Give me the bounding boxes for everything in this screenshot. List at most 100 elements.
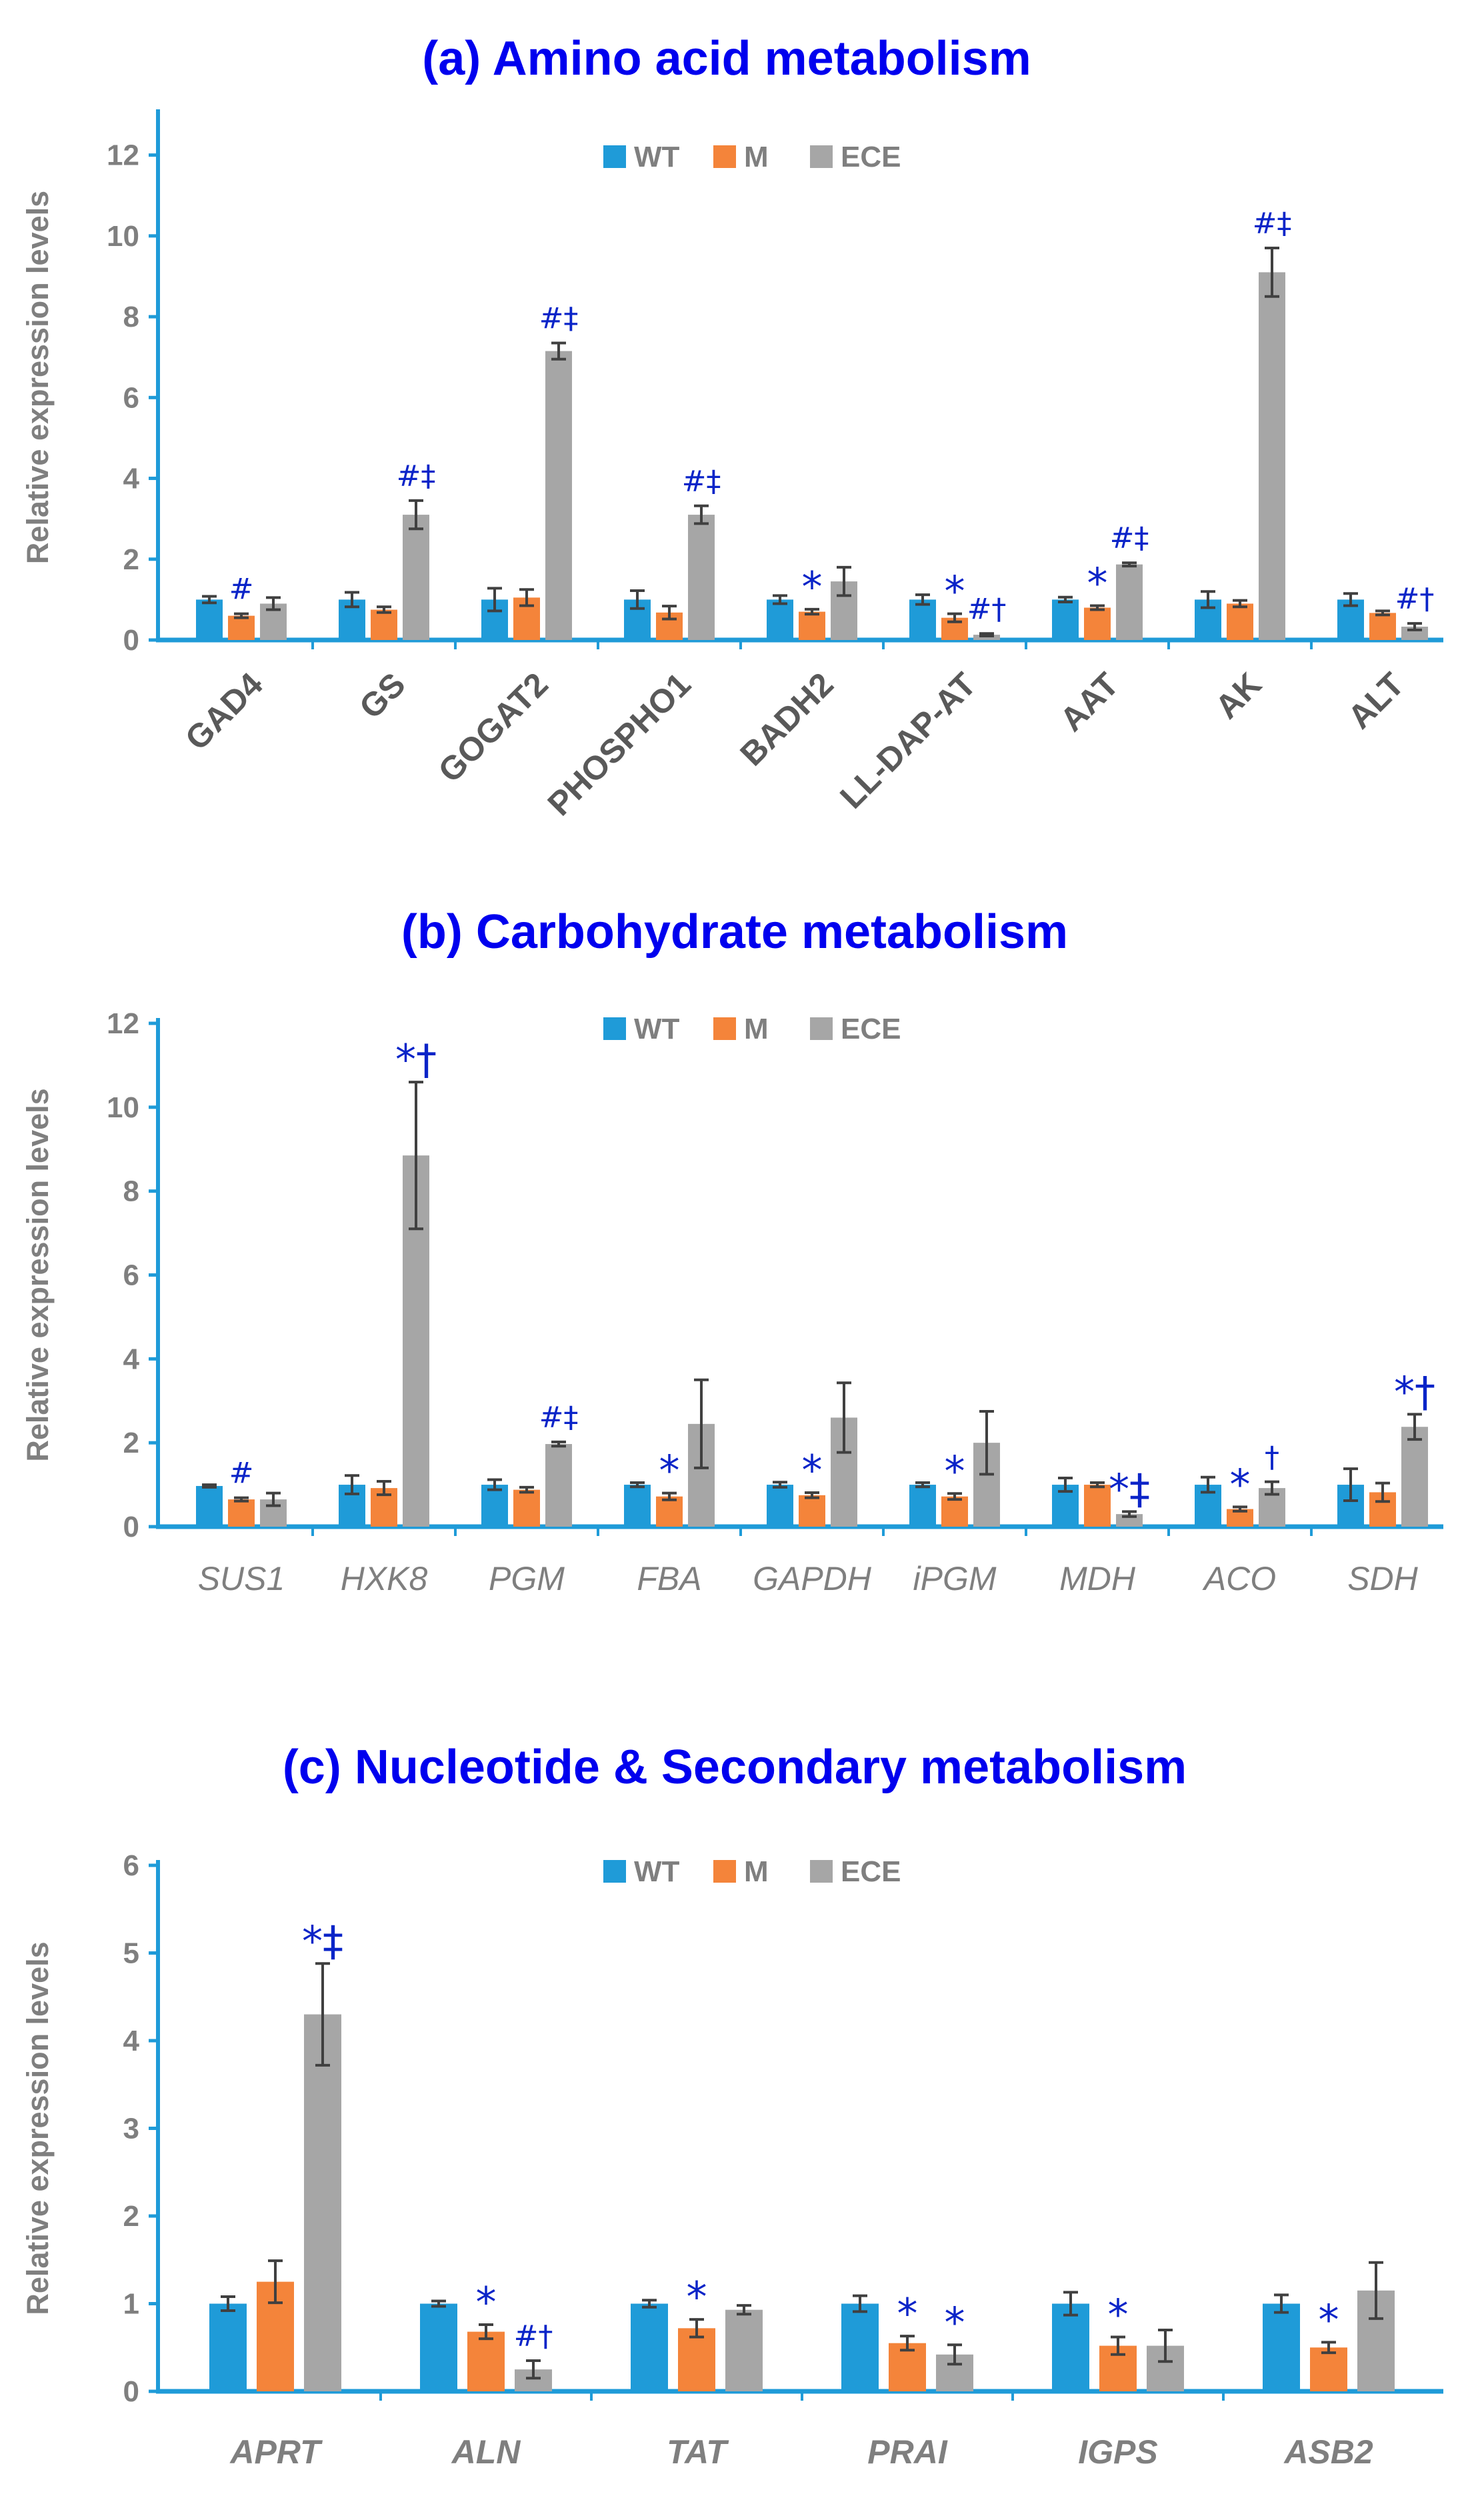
bar-wt-fba [624, 1485, 651, 1527]
bar-wt-ll-dap-at [909, 599, 936, 640]
significance-marker: #‡ [1110, 521, 1149, 555]
legend-label-m: M [744, 141, 769, 173]
significance-marker: † [1265, 1441, 1279, 1475]
significance-marker: * [945, 1447, 965, 1495]
bar-wt-prai [841, 2303, 879, 2391]
x-category-label: ASB2 [1283, 2433, 1373, 2471]
bar-ece-sdh [1401, 1427, 1428, 1527]
bar-ece-aprt [304, 2014, 341, 2391]
y-tick-label: 12 [107, 139, 139, 172]
bar-ece-ll-dap-at [973, 635, 1000, 640]
chart-title: (b) Carbohydrate metabolism [401, 905, 1068, 959]
significance-marker: *‡ [1109, 1465, 1150, 1513]
legend: WT M ECE [603, 141, 901, 173]
bar-wt-sus1 [196, 1485, 223, 1527]
bar-wt-badh2 [767, 599, 793, 640]
significance-marker: * [659, 1447, 680, 1495]
x-category-label: GOGAT2 [431, 665, 555, 789]
chart-title: (a) Amino acid metabolism [422, 32, 1031, 85]
bar-m-alt [1369, 613, 1396, 640]
x-category-label: GAPDH [753, 1560, 872, 1597]
significance-marker: * [945, 567, 965, 616]
legend-label-wt: WT [634, 1013, 680, 1045]
chart-title: (c) Nucleotide & Secondary metabolism [283, 1741, 1187, 1794]
significance-marker: * [476, 2278, 497, 2327]
x-category-label: SUS1 [198, 1560, 285, 1597]
significance-marker: * [1087, 559, 1108, 607]
chart-panel-a: (a) Amino acid metabolism Relative expres… [21, 32, 1443, 823]
y-tick-label: 4 [123, 463, 140, 495]
x-category-label: MDH [1059, 1560, 1136, 1597]
bar-ece-pgm [545, 1444, 572, 1527]
significance-marker: #‡ [682, 465, 721, 499]
bar-ece-gs [403, 515, 429, 640]
significance-marker: * [945, 2298, 965, 2347]
bar-wt-gad4 [196, 599, 223, 640]
y-axis-label: Relative expression levels [21, 1088, 55, 1461]
y-tick-label: 5 [123, 1937, 139, 1970]
x-category-label: SDH [1347, 1560, 1418, 1597]
x-category-label: ALN [451, 2433, 521, 2471]
legend-swatch-wt [603, 1860, 626, 1883]
y-axis-label: Relative expression levels [21, 1941, 55, 2315]
bar-ece-ak [1259, 272, 1285, 640]
chart-panel-c: (c) Nucleotide & Secondary metabolism Rel… [21, 1741, 1443, 2471]
x-category-label: GS [352, 665, 413, 726]
significance-marker: #‡ [1253, 207, 1292, 241]
x-category-label: AAT [1053, 665, 1126, 739]
x-category-label: HXK8 [341, 1560, 428, 1597]
bar-ece-tat [725, 2309, 763, 2391]
legend: WT M ECE [603, 1855, 901, 1888]
legend-swatch-ece [810, 1860, 833, 1883]
x-category-label: PHOSPHO1 [541, 665, 698, 823]
y-tick-label: 2 [123, 1427, 139, 1459]
legend-swatch-ece [810, 145, 833, 168]
bar-m-sus1 [228, 1499, 255, 1527]
bar-m-mdh [1084, 1485, 1111, 1527]
bar-wt-igps [1052, 2303, 1089, 2391]
y-tick-label: 3 [123, 2113, 139, 2145]
bar-m-asb2 [1310, 2347, 1347, 2391]
y-tick-label: 8 [123, 1175, 139, 1208]
x-category-label: ACO [1202, 1560, 1276, 1597]
y-tick-label: 8 [123, 301, 139, 333]
significance-marker: * [1230, 1460, 1251, 1509]
significance-marker: # [229, 573, 254, 607]
significance-marker: # [229, 1457, 254, 1491]
bar-m-gad4 [228, 615, 255, 640]
bar-m-tat [678, 2328, 715, 2391]
significance-marker: * [897, 2289, 918, 2338]
significance-marker: * [1108, 2290, 1129, 2339]
bar-wt-pgm [481, 1485, 508, 1527]
bar-m-gs [371, 609, 397, 640]
legend-swatch-wt [603, 1017, 626, 1040]
x-category-label: ALT [1341, 665, 1411, 736]
x-category-label: GAD4 [178, 665, 270, 757]
y-tick-label: 4 [123, 2025, 140, 2057]
legend: WT M ECE [603, 1013, 901, 1045]
bar-wt-aln [420, 2303, 457, 2391]
significance-marker: * [802, 1446, 823, 1495]
y-tick-label: 1 [123, 2288, 139, 2321]
significance-marker: #‡ [539, 1401, 579, 1435]
bar-wt-ipgm [909, 1485, 936, 1527]
legend-label-ece: ECE [841, 1013, 901, 1045]
legend-swatch-wt [603, 145, 626, 168]
legend-label-wt: WT [634, 141, 680, 173]
chart-panel-b: (b) Carbohydrate metabolism Relative expr… [21, 905, 1443, 1597]
bar-wt-gapdh [767, 1485, 793, 1527]
y-tick-label: 6 [123, 1849, 139, 1882]
bar-wt-asb2 [1263, 2303, 1300, 2391]
bar-m-badh2 [799, 611, 825, 640]
x-category-label: PRAI [867, 2433, 948, 2471]
y-tick-label: 10 [107, 1091, 139, 1124]
significance-marker: *† [1394, 1367, 1435, 1416]
bar-m-ak [1227, 603, 1253, 640]
y-tick-label: 6 [123, 381, 139, 414]
x-category-label: FBA [637, 1560, 701, 1597]
bar-m-gapdh [799, 1495, 825, 1527]
bar-m-pgm [513, 1489, 540, 1527]
x-category-label: iPGM [913, 1560, 997, 1597]
bar-ece-aat [1116, 564, 1143, 640]
